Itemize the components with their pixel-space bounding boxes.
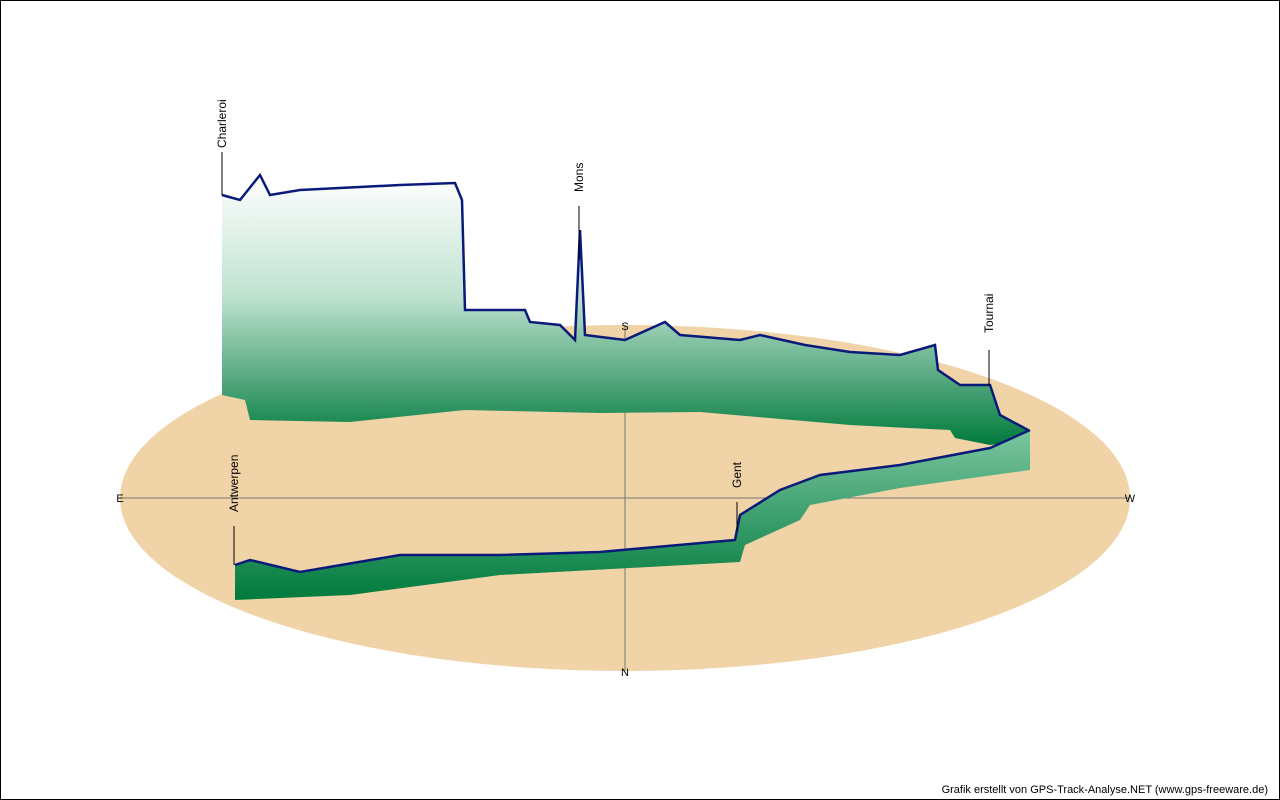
- track-wall-front: [235, 430, 1030, 600]
- track-line-front: [234, 428, 1031, 574]
- track-wall-back: [222, 175, 1028, 445]
- place-label: Tournai: [982, 294, 996, 333]
- compass-east: E: [116, 493, 123, 505]
- place-label: Mons: [572, 163, 586, 192]
- place-label: Gent: [730, 461, 744, 488]
- track-line-back: [221, 172, 1029, 432]
- compass-south: S: [621, 321, 628, 333]
- place-label: Charleroi: [215, 99, 229, 148]
- place-label: Antwerpen: [227, 455, 241, 512]
- credit: Grafik erstellt von GPS-Track-Analyse.NE…: [942, 784, 1268, 796]
- compass-north: N: [621, 667, 629, 679]
- compass-west: W: [1125, 493, 1136, 505]
